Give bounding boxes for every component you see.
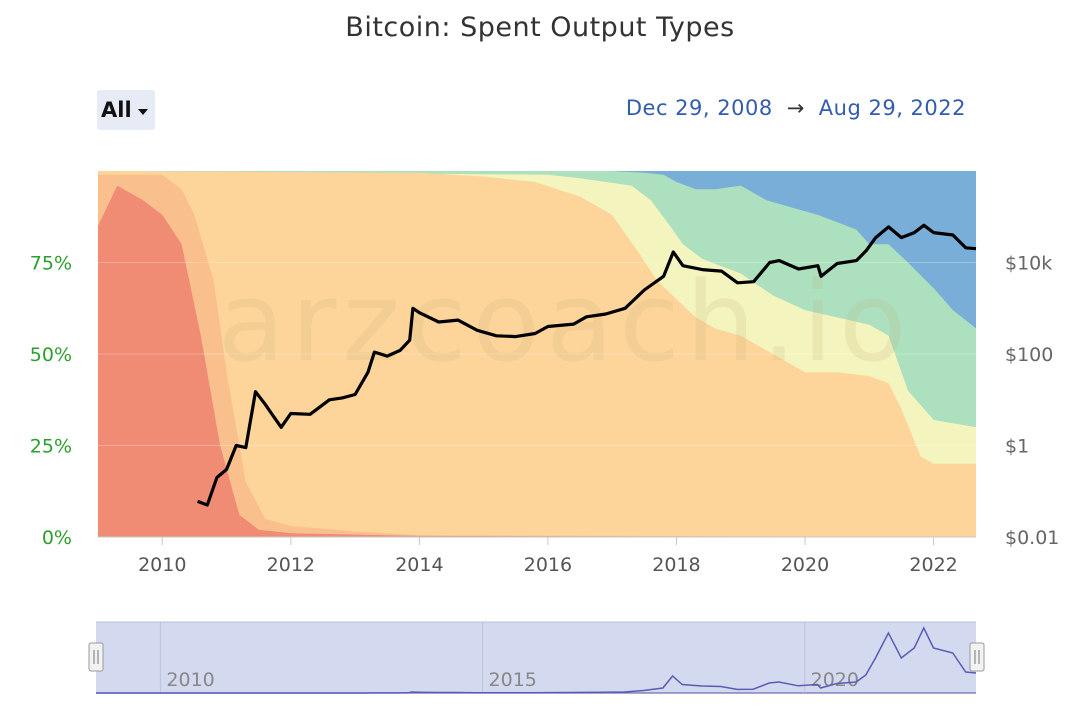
x-tick-label: 2022 — [909, 554, 957, 576]
x-tick-label: 2018 — [652, 554, 700, 576]
left-tick-label: 50% — [30, 344, 72, 366]
caret-down-icon — [137, 108, 148, 115]
left-tick-label: 25% — [30, 436, 72, 458]
range-dropdown[interactable]: All — [97, 90, 155, 130]
x-tick-label: 2014 — [395, 554, 443, 576]
navigator-label: 2015 — [489, 669, 537, 691]
price-series-line — [197, 223, 977, 507]
chart-title: Bitcoin: Spent Output Types — [345, 12, 735, 43]
x-axis: 2010 2012 2014 2016 2018 2020 2022 — [138, 537, 958, 576]
right-tick-label: $0.01 — [1005, 527, 1059, 549]
date-range: Dec 29, 2008 → Aug 29, 2022 — [626, 96, 966, 120]
left-tick-label: 0% — [42, 527, 72, 549]
date-to[interactable]: Aug 29, 2022 — [818, 96, 966, 120]
right-y-axis: $0.01 $1 $100 $10k — [1005, 253, 1059, 550]
right-tick-label: $10k — [1005, 253, 1052, 275]
navigator-grid: 2010 2015 2020 — [159, 622, 859, 693]
x-tick-label: 2010 — [138, 554, 186, 576]
watermark-text: arzcoach.io — [218, 258, 913, 386]
x-tick-label: 2012 — [267, 554, 315, 576]
right-tick-label: $100 — [1005, 344, 1053, 366]
navigator-left-handle[interactable] — [88, 642, 104, 672]
navigator-label: 2010 — [166, 669, 214, 691]
navigator-series — [96, 626, 977, 694]
left-y-axis: 0% 25% 50% 75% — [30, 253, 72, 550]
range-dropdown-label: All — [101, 98, 132, 122]
date-from[interactable]: Dec 29, 2008 — [625, 96, 773, 120]
area-orange-base — [98, 171, 976, 537]
arrow-right-icon: → — [786, 96, 805, 120]
x-tick-label: 2016 — [524, 554, 572, 576]
navigator[interactable]: 2010 2015 2020 — [88, 621, 985, 694]
navigator-right-handle[interactable] — [969, 642, 985, 672]
left-tick-label: 75% — [30, 253, 72, 275]
stacked-area-layers — [98, 171, 976, 537]
area-red — [98, 185, 976, 537]
right-tick-label: $1 — [1005, 436, 1029, 458]
navigator-label: 2020 — [811, 669, 859, 691]
x-tick-label: 2020 — [781, 554, 829, 576]
watermark: arzcoach.io — [218, 258, 913, 386]
navigator-selection[interactable] — [96, 622, 976, 693]
price-line — [197, 223, 977, 507]
